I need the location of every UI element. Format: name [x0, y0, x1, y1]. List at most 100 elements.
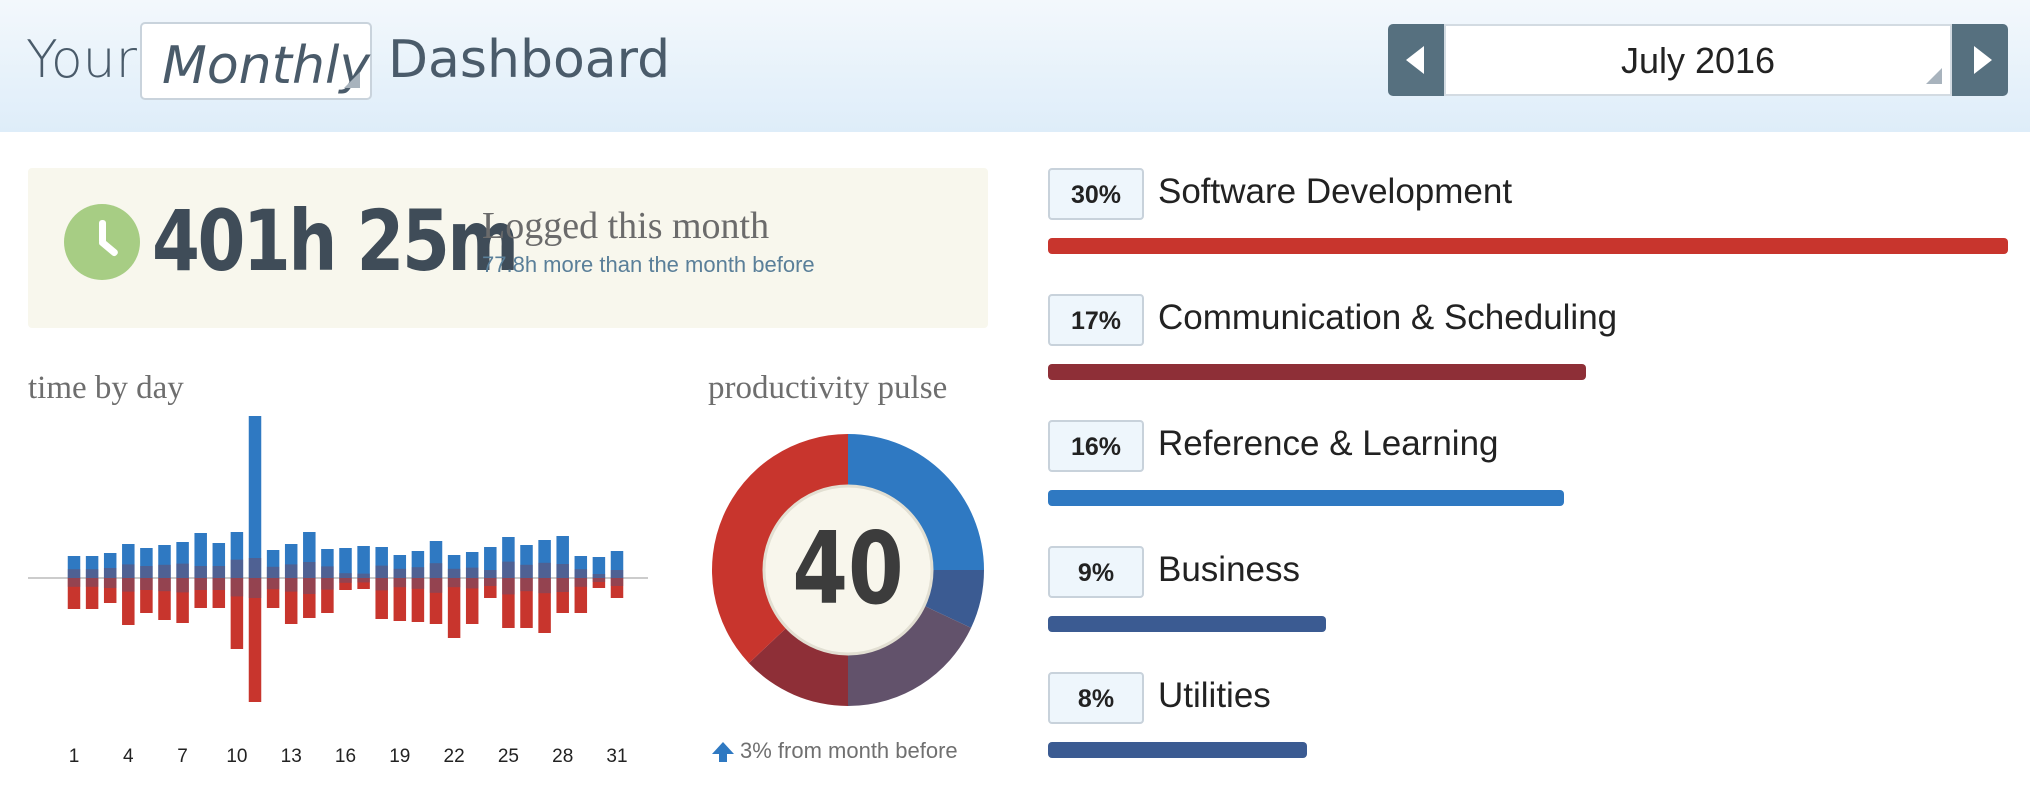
- triangle-left-icon: [1406, 46, 1424, 74]
- category-percent: 16%: [1048, 420, 1144, 472]
- neutral-overlap: [502, 561, 515, 595]
- neutral-overlap: [574, 569, 588, 587]
- neutral-overlap: [538, 562, 551, 594]
- neutral-overlap: [339, 573, 352, 583]
- x-tick-label: 7: [177, 746, 188, 767]
- neutral-overlap: [447, 568, 461, 588]
- neutral-overlap: [484, 570, 497, 586]
- x-tick-label: 1: [69, 746, 80, 767]
- category-row[interactable]: 16% Reference & Learning: [1048, 420, 2008, 540]
- neutral-overlap: [85, 569, 99, 587]
- distracting-bar: [447, 578, 461, 638]
- neutral-overlap: [303, 562, 316, 594]
- category-bar: [1048, 490, 1564, 506]
- distracting-bar: [465, 578, 479, 624]
- x-tick-label: 10: [226, 746, 247, 767]
- up-arrow-icon: [712, 742, 734, 762]
- productive-bar: [592, 557, 606, 578]
- neutral-overlap: [194, 566, 207, 590]
- title-suffix: Dashboard: [388, 30, 671, 90]
- productive-bar: [248, 416, 262, 578]
- distracting-bar: [393, 578, 407, 621]
- category-name: Reference & Learning: [1158, 424, 1499, 463]
- x-tick-label: 28: [552, 746, 573, 767]
- category-row[interactable]: 9% Business: [1048, 546, 2008, 666]
- month-picker-value: July 2016: [1620, 40, 1776, 81]
- pulse-slice: [848, 605, 972, 706]
- productive-bar: [339, 548, 352, 578]
- category-bar: [1048, 238, 2008, 254]
- neutral-overlap: [321, 566, 334, 590]
- neutral-overlap: [375, 565, 388, 591]
- period-select-value: Monthly: [162, 36, 371, 96]
- neutral-overlap: [284, 564, 298, 592]
- productivity-pulse-title: productivity pulse: [708, 370, 948, 406]
- x-tick-label: 31: [606, 746, 627, 767]
- neutral-overlap: [520, 564, 533, 592]
- productive-bar: [357, 546, 370, 578]
- neutral-overlap: [610, 570, 624, 586]
- neutral-overlap: [140, 566, 153, 590]
- distracting-bar: [592, 578, 606, 588]
- productivity-pulse-chart: [712, 434, 984, 706]
- x-tick-label: 22: [444, 746, 465, 767]
- next-month-button[interactable]: [1952, 24, 2008, 96]
- total-logged-time: 401h 25m: [152, 192, 519, 290]
- x-tick-label: 16: [335, 746, 356, 767]
- category-bar: [1048, 742, 1308, 758]
- pulse-slice: [748, 627, 848, 706]
- category-row[interactable]: 17% Communication & Scheduling: [1048, 294, 2008, 414]
- category-percent: 17%: [1048, 294, 1144, 346]
- neutral-overlap: [158, 564, 171, 592]
- time-by-day-title: time by day: [28, 370, 184, 406]
- distracting-bar: [248, 578, 262, 702]
- neutral-overlap: [122, 564, 135, 592]
- pulse-slice: [712, 434, 848, 664]
- neutral-overlap: [212, 566, 226, 590]
- x-tick-label: 13: [281, 746, 302, 767]
- neutral-overlap: [556, 564, 569, 592]
- month-picker[interactable]: July 2016: [1444, 24, 1952, 96]
- neutral-overlap: [465, 567, 479, 589]
- clock-icon: [64, 204, 140, 280]
- neutral-overlap: [103, 568, 117, 588]
- productivity-score: 40: [792, 510, 904, 627]
- dropdown-corner-icon: [1926, 68, 1942, 84]
- distracting-bar: [411, 578, 425, 622]
- neutral-overlap: [230, 559, 244, 597]
- category-name: Utilities: [1158, 676, 1271, 715]
- category-bar: [1048, 364, 1586, 380]
- category-row[interactable]: 8% Utilities: [1048, 672, 2008, 792]
- logged-time-panel: 401h 25m Logged this month 77.8h more th…: [28, 168, 988, 328]
- pulse-slice: [924, 570, 984, 628]
- neutral-overlap: [248, 558, 262, 598]
- distracting-bar: [357, 578, 370, 589]
- title-prefix: Your: [26, 30, 138, 90]
- category-row[interactable]: 30% Software Development: [1048, 168, 2008, 288]
- category-name: Communication & Scheduling: [1158, 298, 1618, 337]
- neutral-overlap: [429, 563, 443, 593]
- neutral-overlap: [393, 568, 407, 588]
- dropdown-corner-icon: [344, 72, 360, 88]
- neutral-overlap: [266, 566, 280, 590]
- category-name: Software Development: [1158, 172, 1513, 211]
- category-percent: 30%: [1048, 168, 1144, 220]
- neutral-overlap: [357, 573, 370, 583]
- previous-month-button[interactable]: [1388, 24, 1444, 96]
- pulse-slice: [848, 434, 984, 570]
- neutral-overlap: [67, 569, 81, 587]
- pulse-change-text: 3% from month before: [740, 738, 958, 763]
- time-by-day-chart: 1 4 7 10 13 16 19 22 25 28 31: [28, 416, 648, 767]
- neutral-overlap: [592, 574, 606, 582]
- pulse-center: [762, 484, 934, 656]
- x-tick-label: 19: [389, 746, 410, 767]
- month-navigator: July 2016: [1388, 24, 2008, 96]
- logged-label: Logged this month: [482, 205, 770, 247]
- x-tick-label: 4: [123, 746, 134, 767]
- pulse-change-note: 3% from month before: [712, 738, 958, 764]
- category-percent: 9%: [1048, 546, 1144, 598]
- category-bar: [1048, 616, 1327, 632]
- logged-comparison: 77.8h more than the month before: [482, 252, 815, 277]
- period-select[interactable]: Monthly: [140, 22, 372, 100]
- x-tick-label: 25: [498, 746, 519, 767]
